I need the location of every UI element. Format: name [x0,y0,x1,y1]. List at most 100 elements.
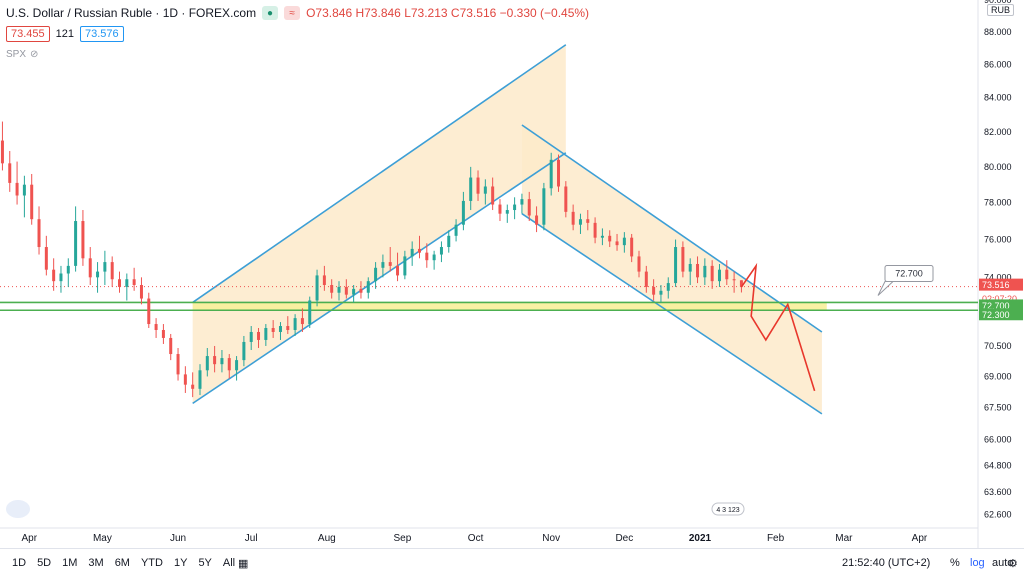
candle-45 [330,279,334,299]
y-tick-label: 86.000 [984,59,1012,69]
candle-79 [578,213,582,234]
candle-23 [169,333,173,361]
currency-button[interactable]: RUB [987,4,1015,16]
market-open-icon[interactable]: ● [262,6,279,20]
x-tick-label: Jun [170,533,186,544]
log-toggle[interactable]: log [970,557,985,569]
timeframe-5y[interactable]: 5Y [198,557,212,569]
y-tick-label: 76.000 [984,235,1012,245]
candle-2 [15,161,19,205]
candle-81 [593,217,597,244]
timeframe-1m[interactable]: 1M [62,557,78,569]
timeframe-ytd[interactable]: YTD [140,557,163,569]
spread-value: 121 [55,28,75,40]
percent-toggle[interactable]: % [950,557,960,569]
timeframe-5d[interactable]: 5D [37,557,52,569]
candle-100 [732,271,736,293]
clock[interactable]: 21:52:40 (UTC+2) [842,557,931,569]
x-tick-label: Sep [394,533,412,544]
candle-13 [96,262,100,293]
candle-61 [447,230,451,253]
x-tick-label: Dec [615,533,633,544]
y-tick-label: 82.000 [984,127,1012,137]
candle-49 [359,281,363,299]
candle-17 [125,273,129,301]
candle-65 [476,170,480,201]
price-callout: 72.700 [877,265,934,296]
compare-icon[interactable]: ≈ [284,6,301,20]
candle-71 [520,193,524,214]
candle-20 [147,292,151,329]
candle-83 [608,230,612,248]
y-tick-label: 78.000 [984,198,1012,208]
candle-78 [571,204,575,231]
date-range-icon[interactable]: ▦ [238,558,249,570]
timeframe-all[interactable]: All [222,557,236,569]
event-badge: 4 3 123 [711,502,745,516]
tradingview-logo[interactable] [6,500,30,518]
auto-toggle[interactable]: auto [992,557,1014,569]
candle-18 [132,267,136,291]
candle-25 [183,366,187,393]
candle-56 [410,241,414,266]
x-tick-label: Jul [245,533,258,544]
channel-fill-0 [192,44,566,404]
candle-39 [286,316,290,334]
candle-35 [257,328,261,348]
symbol-title[interactable]: U.S. Dollar / Russian Ruble · 1D · FOREX… [6,6,257,20]
timeframe-3m[interactable]: 3M [88,557,104,569]
candle-69 [505,204,509,223]
channel-line-1-lower [521,213,823,415]
candle-10 [74,206,78,272]
candle-52 [381,254,385,278]
candle-93 [681,241,685,278]
support-zone [192,302,827,311]
candle-64 [469,166,473,211]
change-value: −0.330 (−0.45%) [499,6,590,20]
candle-46 [337,281,341,301]
open-value: O73.846 [306,6,353,20]
y-tick-label: 69.000 [984,371,1012,381]
buy-button[interactable]: 73.576 [80,26,124,42]
x-tick-label: Aug [318,533,336,544]
eye-off-icon[interactable]: ⊘ [30,49,39,60]
channel-fill-1 [521,124,822,414]
sell-button[interactable]: 73.455 [6,26,50,42]
candle-48 [352,285,356,303]
candle-30 [220,349,224,373]
timeframe-1d[interactable]: 1D [12,557,27,569]
candle-43 [315,269,319,307]
bid-ask: 73.455 121 73.576 [6,26,124,42]
timeframe-1y[interactable]: 1Y [173,557,188,569]
candle-98 [717,263,721,287]
candle-29 [213,345,217,373]
candle-47 [344,279,348,299]
candle-59 [432,250,436,270]
countdown-tag: 02:07:20 [982,294,1017,304]
candle-73 [535,206,539,233]
candle-97 [710,260,714,289]
candle-33 [242,335,246,367]
x-tick-label: Apr [912,533,928,544]
candle-19 [139,277,143,305]
timeframe-6m[interactable]: 6M [114,557,130,569]
y-tick-label: 84.000 [984,93,1012,103]
candle-28 [205,347,209,377]
candle-21 [154,318,158,338]
callout-label: 72.700 [895,269,923,279]
lower-line-tag: 72.300 [982,310,1010,320]
candle-16 [118,271,122,293]
indicator-legend: SPX ⊘ [6,49,38,60]
candle-7 [52,258,56,291]
candle-22 [161,324,165,344]
candle-77 [564,181,568,218]
candle-6 [44,235,48,276]
candle-24 [176,347,180,381]
close-value: C73.516 [450,6,497,20]
upper-line-tag: 72.700 [982,301,1010,311]
candle-55 [403,250,407,280]
settings-icon[interactable]: ⚙ [1008,558,1018,570]
candle-4 [30,173,34,225]
y-tick-label: 66.000 [984,434,1012,444]
